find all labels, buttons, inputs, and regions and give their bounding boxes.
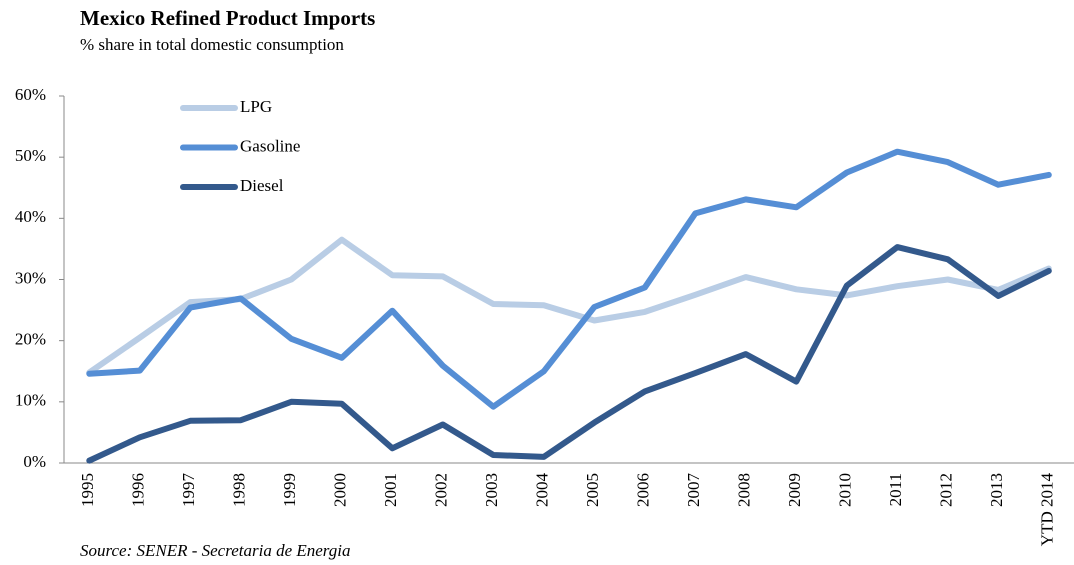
x-tick-label: 2005 [583,473,602,507]
x-tick-label: 2007 [684,473,703,508]
legend-label: LPG [240,97,272,116]
x-tick-label: 2009 [785,473,804,507]
y-tick-label: 60% [15,85,46,104]
x-tick-label: 1998 [230,473,249,507]
line-series [86,244,1052,464]
y-tick-label: 40% [15,207,46,226]
x-tick-label: 2011 [886,473,905,506]
legend-label: Gasoline [240,136,300,155]
x-tick-label: 1995 [78,473,97,507]
y-tick-label: 30% [15,268,46,287]
x-tick-label: 2002 [432,473,451,507]
x-tick-label: 2010 [836,473,855,507]
chart-subtitle: % share in total domestic consumption [80,35,344,54]
x-tick-label: 2006 [634,473,653,507]
line-series [86,236,1052,376]
x-tick-label: 1999 [280,473,299,507]
y-tick-label: 20% [15,330,46,349]
x-tick-label: 2004 [533,473,552,508]
source-note: Source: SENER - Secretaria de Energia [80,541,351,560]
legend-label: Diesel [240,176,284,195]
x-tick-label: YTD 2014 [1038,473,1057,547]
x-tick-label: 2001 [381,473,400,507]
x-tick-label: 1996 [129,473,148,507]
line-series [86,148,1052,410]
x-tick-label: 2003 [482,473,501,507]
y-tick-label: 50% [15,146,46,165]
x-tick-label: 2012 [937,473,956,507]
x-tick-label: 2013 [987,473,1006,507]
y-tick-label: 10% [15,391,46,410]
chart-title: Mexico Refined Product Imports [80,6,375,30]
x-tick-label: 2008 [735,473,754,507]
x-tick-label: 1997 [179,473,198,508]
y-tick-label: 0% [23,452,46,471]
x-tick-label: 2000 [331,473,350,507]
